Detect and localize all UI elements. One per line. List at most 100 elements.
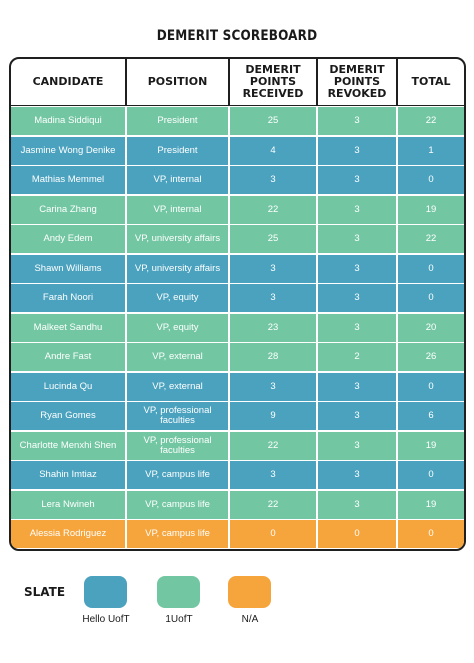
received-cell: 22 — [228, 431, 316, 460]
table-row: Jasmine Wong Denike President 4 3 1 — [11, 135, 464, 165]
total-cell: 0 — [396, 254, 464, 283]
legend-label: Hello UofT — [82, 614, 130, 625]
candidate-cell: Charlotte Menxhi Shen — [19, 439, 117, 451]
table-row: Ryan Gomes VP, professional faculties 9 3 6 — [11, 401, 464, 430]
position-cell: VP, equity — [125, 284, 228, 312]
table-row: Lucinda Qu VP, external 3 3 0 — [11, 371, 464, 401]
candidate-cell: Andy Edem — [43, 233, 93, 244]
position-cell: VP, professional faculties — [125, 402, 228, 430]
table-row: Shawn Williams VP, university affairs 3 3 0 — [11, 253, 464, 283]
page-title: DEMERIT SCOREBOARD — [156, 28, 318, 44]
total-cell: 22 — [396, 225, 464, 253]
legend-swatch — [157, 576, 200, 608]
position-cell: VP, campus life — [125, 520, 228, 548]
table-row: Andy Edem VP, university affairs 25 3 22 — [11, 224, 464, 253]
revoked-cell: 3 — [316, 284, 396, 312]
received-cell: 3 — [228, 254, 316, 283]
received-cell: 0 — [228, 520, 316, 548]
total-cell: 20 — [396, 313, 464, 342]
position-cell: VP, university affairs — [125, 225, 228, 253]
table-row: Alessia Rodriguez VP, campus life 0 0 0 — [11, 519, 464, 548]
received-cell: 28 — [228, 343, 316, 371]
table-row: Madina Siddiqui President 25 3 22 — [11, 106, 464, 135]
candidate-cell: Carina Zhang — [39, 203, 97, 215]
scoreboard-table: CANDIDATE POSITION DEMERIT POINTS RECEIV… — [9, 57, 466, 551]
table-row: Mathias Memmel VP, internal 3 3 0 — [11, 165, 464, 194]
candidate-cell: Andre Fast — [44, 351, 92, 362]
revoked-cell: 0 — [316, 520, 396, 548]
received-cell: 22 — [228, 195, 316, 224]
table-row: Farah Noori VP, equity 3 3 0 — [11, 283, 464, 312]
position-cell: President — [125, 107, 228, 135]
legend-swatch — [84, 576, 127, 608]
legend-title: SLATE — [24, 585, 66, 599]
revoked-cell: 3 — [316, 431, 396, 460]
revoked-cell: 3 — [316, 402, 396, 430]
header-position: POSITION — [147, 75, 208, 88]
total-cell: 1 — [396, 136, 464, 165]
revoked-cell: 3 — [316, 372, 396, 401]
received-cell: 3 — [228, 284, 316, 312]
received-cell: 25 — [228, 225, 316, 253]
table-header: CANDIDATE POSITION DEMERIT POINTS RECEIV… — [11, 59, 464, 107]
revoked-cell: 3 — [316, 254, 396, 283]
revoked-cell: 3 — [316, 166, 396, 194]
candidate-cell: Malkeet Sandhu — [33, 321, 103, 333]
total-cell: 0 — [396, 166, 464, 194]
revoked-cell: 3 — [316, 107, 396, 135]
candidate-cell: Lucinda Qu — [43, 380, 93, 392]
position-cell: VP, internal — [125, 195, 228, 224]
legend-label: N/A — [241, 614, 259, 625]
position-cell: VP, university affairs — [125, 254, 228, 283]
total-cell: 6 — [396, 402, 464, 430]
position-cell: VP, campus life — [125, 490, 228, 519]
header-divider — [396, 59, 398, 107]
legend-label: 1UofT — [165, 614, 193, 625]
candidate-cell: Shawn Williams — [34, 262, 102, 274]
received-cell: 9 — [228, 402, 316, 430]
revoked-cell: 3 — [316, 136, 396, 165]
candidate-cell: Jasmine Wong Denike — [20, 144, 116, 156]
total-cell: 19 — [396, 195, 464, 224]
total-cell: 0 — [396, 284, 464, 312]
candidate-cell: Mathias Memmel — [31, 174, 105, 185]
header-candidate: CANDIDATE — [32, 75, 104, 88]
revoked-cell: 3 — [316, 195, 396, 224]
candidate-cell: Lera Nwineh — [41, 498, 95, 510]
position-cell: President — [125, 136, 228, 165]
total-cell: 0 — [396, 461, 464, 489]
received-cell: 25 — [228, 107, 316, 135]
total-cell: 19 — [396, 490, 464, 519]
table-row: Malkeet Sandhu VP, equity 23 3 20 — [11, 312, 464, 342]
header-divider — [228, 59, 230, 107]
position-cell: VP, external — [125, 372, 228, 401]
received-cell: 22 — [228, 490, 316, 519]
position-cell: VP, professional faculties — [125, 431, 228, 460]
table-row: Lera Nwineh VP, campus life 22 3 19 — [11, 489, 464, 519]
total-cell: 0 — [396, 372, 464, 401]
received-cell: 3 — [228, 166, 316, 194]
candidate-cell: Farah Noori — [42, 292, 94, 303]
table-row: Carina Zhang VP, internal 22 3 19 — [11, 194, 464, 224]
position-cell: VP, internal — [125, 166, 228, 194]
header-points-revoked: DEMERIT POINTS REVOKED — [327, 63, 387, 100]
received-cell: 4 — [228, 136, 316, 165]
revoked-cell: 3 — [316, 313, 396, 342]
candidate-cell: Alessia Rodriguez — [29, 528, 107, 539]
received-cell: 23 — [228, 313, 316, 342]
table-row: Shahin Imtiaz VP, campus life 3 3 0 — [11, 460, 464, 489]
header-divider — [125, 59, 127, 107]
table-row: Charlotte Menxhi Shen VP, professional fa… — [11, 430, 464, 460]
position-cell: VP, external — [125, 343, 228, 371]
candidate-cell: Madina Siddiqui — [34, 115, 102, 126]
received-cell: 3 — [228, 461, 316, 489]
revoked-cell: 3 — [316, 461, 396, 489]
candidate-cell: Ryan Gomes — [40, 410, 96, 421]
header-total: TOTAL — [411, 75, 451, 88]
header-divider — [316, 59, 318, 107]
legend-swatch — [228, 576, 271, 608]
header-points-received: DEMERIT POINTS RECEIVED — [242, 63, 304, 100]
revoked-cell: 3 — [316, 490, 396, 519]
position-cell: VP, equity — [125, 313, 228, 342]
revoked-cell: 3 — [316, 225, 396, 253]
